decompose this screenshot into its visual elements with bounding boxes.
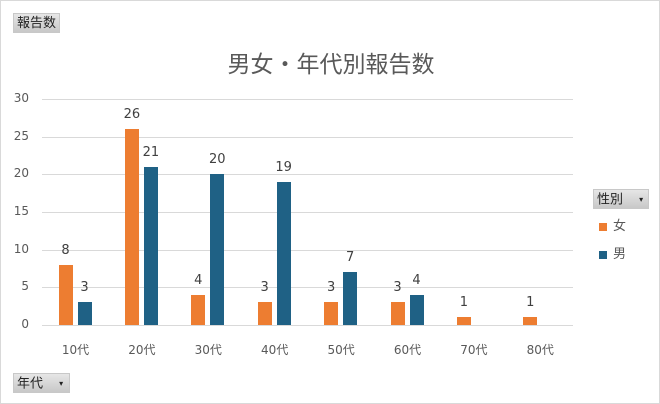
legend-swatch-icon	[599, 250, 607, 259]
legend-item-male[interactable]: 男	[599, 243, 626, 262]
value-field-button[interactable]: 報告数	[13, 13, 61, 33]
legend-field-label: 性別	[597, 192, 624, 208]
y-tick-label: 10	[13, 241, 29, 256]
axis-field-button[interactable]: 年代 ▾	[13, 373, 70, 393]
y-tick-label: 5	[21, 279, 29, 294]
data-label: 3	[80, 280, 89, 296]
data-label: 7	[345, 250, 355, 266]
y-tick-label: 25	[13, 128, 29, 143]
bar-male[interactable]	[210, 174, 225, 325]
x-tick-label: 50代	[327, 343, 355, 357]
data-label: 19	[275, 159, 292, 175]
legend-label: 女	[613, 219, 627, 234]
data-label: 4	[194, 272, 203, 288]
x-tick-label: 60代	[393, 343, 422, 357]
gridline	[42, 249, 573, 251]
y-tick-label: 0	[21, 317, 29, 331]
legend-swatch-icon	[599, 222, 607, 231]
x-tick-label: 80代	[526, 343, 554, 357]
gridline	[42, 212, 573, 213]
x-tick-label: 30代	[194, 343, 222, 357]
dropdown-arrow-icon: ▾	[639, 195, 644, 204]
bar-male[interactable]	[409, 294, 424, 325]
gridline	[42, 99, 573, 100]
x-tick-label: 70代	[460, 343, 488, 357]
bar-female[interactable]	[390, 302, 405, 325]
data-label: 26	[123, 107, 141, 123]
data-label: 21	[142, 144, 160, 160]
bar-male[interactable]	[343, 272, 358, 325]
data-label: 8	[61, 242, 70, 258]
dropdown-arrow-icon: ▾	[59, 379, 64, 388]
data-label: 1	[526, 295, 535, 311]
data-label: 1	[459, 295, 469, 311]
gridline	[42, 287, 573, 289]
bar-female[interactable]	[191, 294, 206, 325]
bar-female[interactable]	[324, 302, 339, 325]
bar-male[interactable]	[143, 166, 158, 325]
y-tick-label: 20	[13, 166, 29, 181]
legend-label: 男	[613, 247, 627, 262]
bar-female[interactable]	[58, 264, 73, 325]
gridline	[42, 136, 573, 138]
data-label: 3	[326, 280, 336, 296]
bar-female[interactable]	[257, 302, 272, 325]
y-tick-label: 30	[13, 91, 29, 105]
data-label: 4	[412, 272, 421, 288]
value-field-label: 報告数	[17, 16, 57, 31]
chart-title: 男女・年代別報告数	[227, 52, 435, 78]
data-label: 3	[393, 280, 402, 296]
data-label: 20	[209, 152, 226, 168]
bar-male[interactable]	[276, 181, 291, 325]
x-tick-label: 20代	[128, 343, 156, 357]
legend-field-button[interactable]: 性別 ▾	[593, 189, 649, 209]
bar-female[interactable]	[456, 317, 471, 325]
gridline	[42, 325, 573, 326]
legend-item-female[interactable]: 女	[599, 215, 626, 234]
data-label: 3	[260, 280, 269, 296]
x-tick-label: 40代	[261, 343, 289, 357]
axis-field-label: 年代	[17, 376, 44, 392]
x-tick-label: 10代	[61, 343, 90, 357]
bar-male[interactable]	[77, 302, 92, 325]
gridline	[42, 174, 573, 176]
y-tick-label: 15	[13, 204, 29, 218]
bar-female[interactable]	[124, 129, 139, 325]
bar-female[interactable]	[523, 317, 538, 325]
